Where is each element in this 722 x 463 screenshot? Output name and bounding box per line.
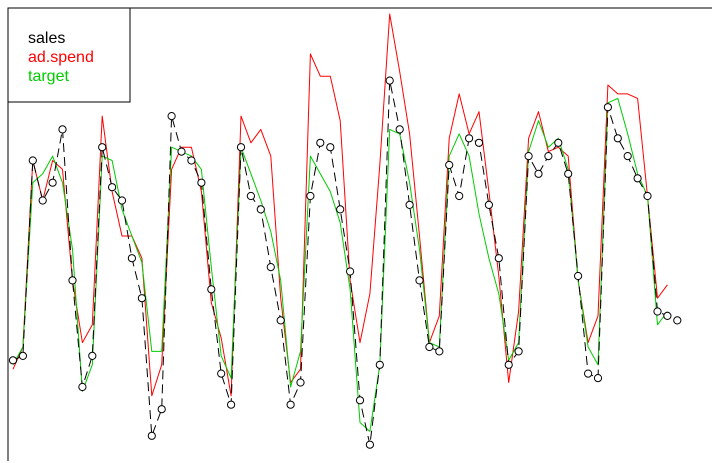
data-point-sales-18: [187, 156, 196, 165]
data-point-sales-24: [246, 191, 255, 201]
data-point-sales-28: [286, 400, 295, 409]
data-point-sales-34: [346, 267, 355, 276]
series-sales: [8, 76, 682, 449]
data-point-sales-12: [127, 254, 136, 263]
data-point-sales-59: [593, 374, 603, 383]
data-point-sales-64: [643, 191, 652, 201]
data-point-sales-5: [58, 125, 67, 134]
data-point-sales-61: [613, 134, 622, 143]
data-point-sales-30: [306, 191, 315, 201]
data-point-sales-26: [266, 263, 275, 272]
data-point-sales-25: [256, 205, 265, 214]
data-point-sales-40: [405, 200, 414, 209]
data-point-sales-15: [157, 405, 166, 414]
data-point-sales-58: [584, 369, 593, 378]
data-point-sales-13: [137, 294, 146, 303]
data-point-sales-0: [8, 356, 18, 365]
data-point-sales-38: [385, 76, 394, 85]
data-point-sales-23: [236, 143, 246, 152]
data-point-sales-42: [425, 342, 434, 352]
legend-box: [7, 7, 131, 103]
data-point-sales-4: [48, 178, 57, 187]
data-point-sales-44: [445, 160, 454, 170]
data-point-sales-48: [484, 200, 493, 209]
legend-entry-ad-spend: ad.spend: [28, 49, 94, 66]
data-point-sales-56: [564, 169, 573, 178]
data-point-sales-53: [534, 169, 543, 178]
data-point-sales-67: [673, 316, 682, 325]
data-point-sales-57: [574, 271, 583, 281]
data-point-sales-35: [355, 396, 365, 405]
data-point-sales-32: [326, 143, 335, 152]
data-point-sales-55: [554, 138, 563, 147]
data-point-sales-1: [18, 351, 27, 360]
legend: sales ad.spend target: [7, 7, 131, 103]
series-target: [12, 97, 668, 432]
data-point-sales-39: [395, 125, 404, 134]
data-point-sales-60: [603, 103, 613, 112]
data-point-sales-27: [276, 316, 285, 325]
legend-entry-sales: sales: [28, 30, 65, 47]
data-point-sales-20: [207, 285, 216, 294]
data-point-sales-54: [544, 152, 553, 161]
data-point-sales-65: [653, 307, 662, 316]
legend-entry-target: target: [28, 68, 69, 85]
series-group: [8, 13, 682, 449]
data-point-sales-49: [494, 254, 503, 263]
data-point-sales-37: [375, 360, 384, 369]
data-point-sales-52: [524, 152, 533, 161]
data-point-sales-46: [465, 134, 474, 143]
data-point-sales-41: [415, 276, 424, 285]
data-point-sales-63: [633, 174, 642, 183]
data-point-sales-50: [504, 360, 513, 369]
data-point-sales-3: [38, 196, 47, 205]
series-ad-spend: [12, 13, 668, 397]
data-point-sales-7: [78, 382, 87, 392]
data-point-sales-51: [514, 347, 523, 356]
data-point-sales-47: [474, 138, 484, 147]
data-point-sales-66: [663, 311, 672, 320]
data-point-sales-29: [296, 378, 305, 387]
data-point-sales-14: [147, 431, 156, 440]
data-point-sales-17: [177, 147, 186, 156]
data-point-sales-19: [197, 178, 206, 187]
data-point-sales-33: [336, 205, 345, 214]
data-point-sales-62: [623, 152, 632, 161]
series-line-target: [12, 97, 668, 432]
data-point-sales-6: [68, 276, 77, 285]
series-line-ad-spend: [12, 13, 668, 397]
data-point-sales-45: [455, 191, 464, 201]
data-point-sales-11: [117, 196, 127, 205]
data-point-sales-8: [88, 351, 97, 360]
data-point-sales-9: [98, 143, 107, 152]
data-point-sales-2: [28, 156, 37, 165]
data-point-sales-21: [217, 369, 226, 378]
data-point-sales-16: [167, 112, 176, 121]
series-line-sales: [12, 80, 678, 446]
data-point-sales-36: [365, 440, 374, 449]
data-point-sales-43: [435, 347, 444, 356]
data-point-sales-10: [108, 183, 117, 192]
data-point-sales-22: [227, 400, 236, 409]
data-point-sales-31: [316, 138, 325, 147]
